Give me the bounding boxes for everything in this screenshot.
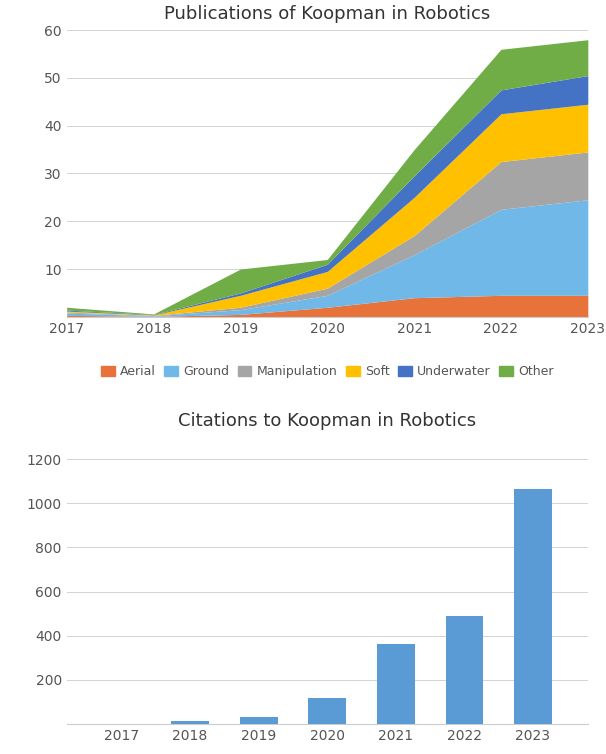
Title: Citations to Koopman in Robotics: Citations to Koopman in Robotics <box>178 412 476 430</box>
Bar <box>240 716 278 724</box>
Bar <box>514 489 552 724</box>
Bar <box>445 616 483 724</box>
Bar <box>377 645 415 724</box>
Legend: Aerial, Ground, Manipulation, Soft, Underwater, Other: Aerial, Ground, Manipulation, Soft, Unde… <box>96 360 559 383</box>
Title: Publications of Koopman in Robotics: Publications of Koopman in Robotics <box>164 5 490 23</box>
Bar <box>308 698 346 724</box>
Bar <box>171 721 209 724</box>
